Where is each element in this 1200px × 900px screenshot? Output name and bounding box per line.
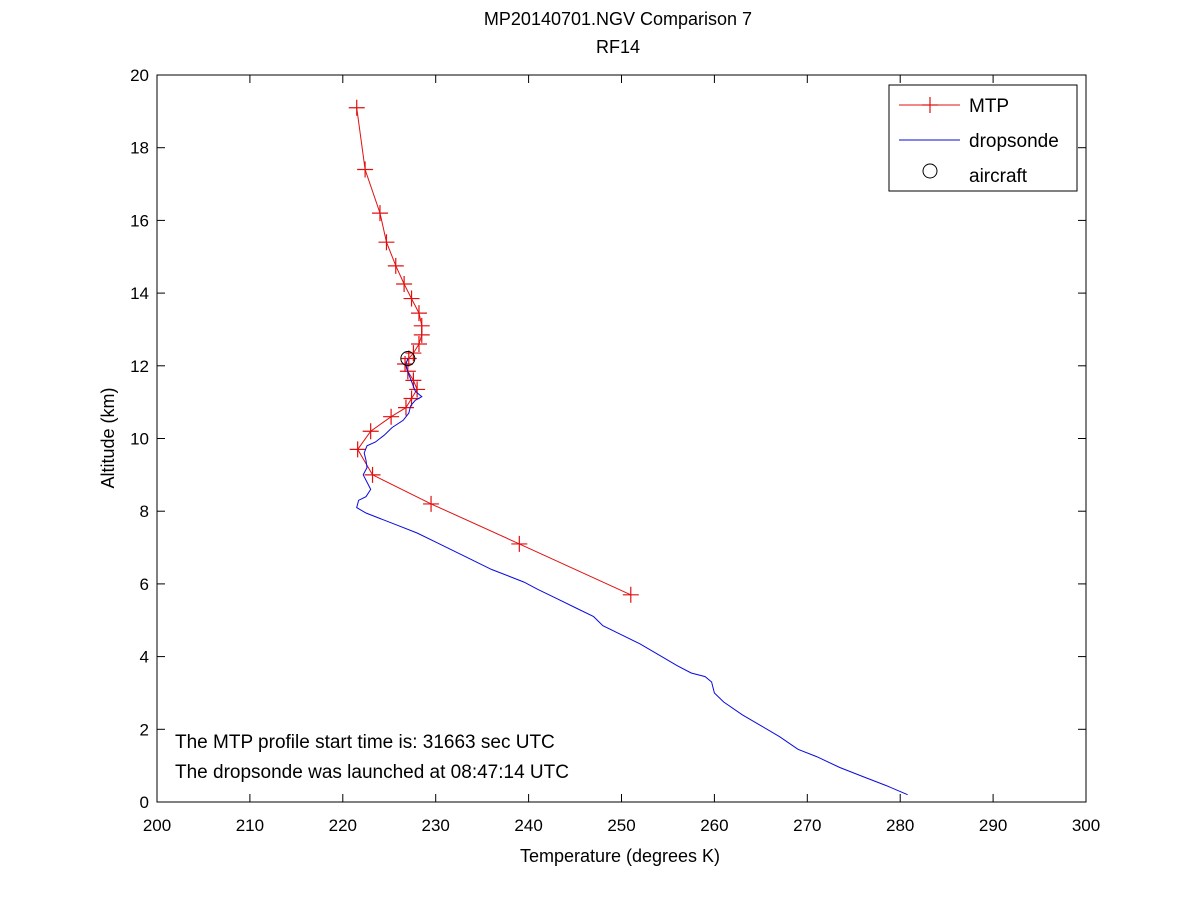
mtp-point — [383, 408, 400, 425]
y-axis: 0 2 4 6 8 10 12 14 16 18 20 — [130, 66, 1086, 812]
x-tick-label: 260 — [700, 816, 728, 835]
mtp-point — [511, 535, 528, 552]
y-tick-label: 6 — [140, 575, 149, 594]
legend: MTP dropsonde aircraft — [888, 84, 1078, 192]
mtp-point — [348, 99, 365, 116]
y-tick-label: 12 — [130, 357, 149, 376]
legend-aircraft-label: aircraft — [969, 166, 1028, 187]
mtp-point — [364, 466, 381, 483]
x-tick-label: 300 — [1072, 816, 1100, 835]
x-axis-label: Temperature (degrees K) — [520, 846, 720, 866]
mtp-point — [378, 234, 395, 251]
mtp-point — [371, 205, 388, 222]
dropsonde-line — [356, 358, 908, 796]
x-axis: 200 210 220 230 240 250 260 270 280 290 300 — [143, 75, 1100, 835]
series-aircraft — [400, 351, 416, 367]
aircraft-point — [400, 351, 416, 367]
x-tick-label: 250 — [607, 816, 635, 835]
plot-area — [156, 74, 1087, 803]
y-tick-label: 16 — [130, 211, 149, 230]
mtp-point — [362, 423, 379, 440]
mtp-point — [403, 290, 420, 307]
y-tick-label: 20 — [130, 66, 149, 85]
x-tick-label: 280 — [886, 816, 914, 835]
mtp-point — [357, 161, 374, 178]
mtp-point — [622, 586, 639, 603]
x-tick-label: 270 — [793, 816, 821, 835]
y-tick-label: 0 — [140, 793, 149, 812]
x-tick-label: 230 — [422, 816, 450, 835]
mtp-point — [349, 441, 366, 458]
mtp-point — [397, 399, 414, 416]
mtp-point — [405, 345, 422, 362]
chart-title: MP20140701.NGV Comparison 7 — [484, 9, 752, 29]
mtp-point — [410, 335, 427, 352]
x-tick-label: 200 — [143, 816, 171, 835]
dropsonde-launch-note: The dropsonde was launched at 08:47:14 U… — [175, 762, 569, 783]
y-tick-label: 4 — [140, 648, 149, 667]
legend-box — [888, 84, 1078, 192]
x-tick-label: 240 — [514, 816, 542, 835]
mtp-point — [387, 257, 404, 274]
y-axis-label: Altitude (km) — [98, 387, 118, 488]
x-tick-label: 290 — [979, 816, 1007, 835]
y-tick-label: 14 — [130, 284, 149, 303]
x-tick-label: 220 — [329, 816, 357, 835]
mtp-point — [423, 495, 440, 512]
x-tick-label: 210 — [236, 816, 264, 835]
y-tick-label: 10 — [130, 430, 149, 449]
mtp-point — [403, 390, 420, 407]
mtp-start-time-note: The MTP profile start time is: 31663 sec… — [175, 732, 555, 753]
legend-mtp-label: MTP — [969, 96, 1009, 117]
mtp-point — [396, 276, 413, 293]
y-tick-label: 2 — [140, 720, 149, 739]
series-layer — [348, 99, 908, 796]
y-tick-label: 18 — [130, 139, 149, 158]
legend-dropsonde-label: dropsonde — [969, 131, 1059, 152]
mtp-point — [413, 317, 430, 334]
series-dropsonde — [356, 358, 908, 796]
mtp-point — [409, 381, 426, 398]
legend-aircraft-marker — [922, 163, 938, 179]
chart-subtitle: RF14 — [596, 37, 640, 57]
mtp-point — [410, 305, 427, 322]
y-tick-label: 8 — [140, 502, 149, 521]
legend-mtp-marker — [922, 97, 938, 113]
